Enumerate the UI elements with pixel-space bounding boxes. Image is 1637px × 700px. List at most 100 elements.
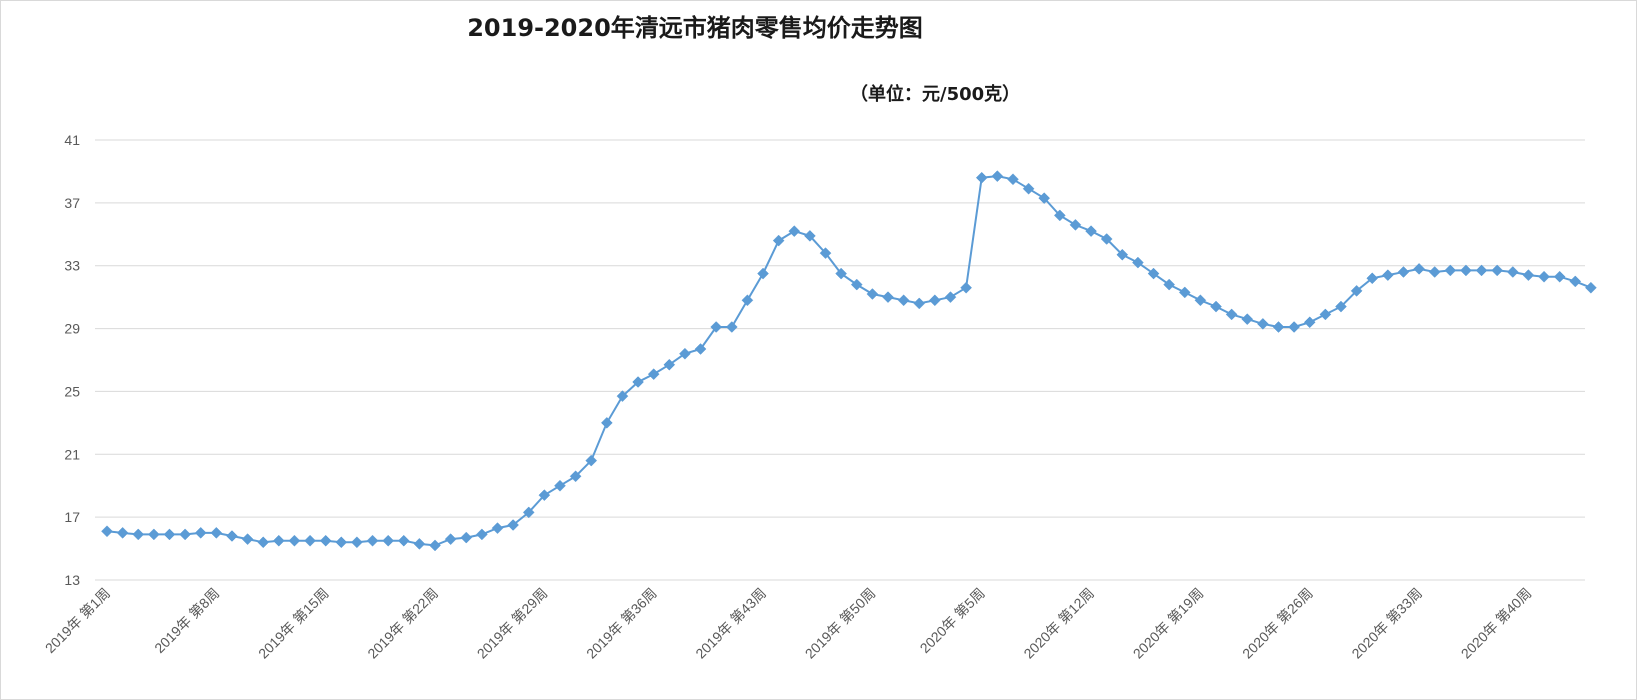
data-point <box>319 534 332 547</box>
data-point <box>1257 318 1269 330</box>
x-tick-label: 2020年 第12周 <box>1020 585 1097 662</box>
data-point <box>569 470 582 483</box>
data-point <box>1100 233 1113 245</box>
chart-title: 2019-2020年清远市猪肉零售均价走势图 <box>467 14 923 42</box>
y-tick-label: 25 <box>64 383 80 399</box>
data-point <box>1319 308 1332 321</box>
y-tick-label: 41 <box>64 132 80 148</box>
data-point <box>991 170 1004 182</box>
y-tick-label: 21 <box>64 446 80 462</box>
data-point <box>975 171 988 184</box>
data-point <box>335 536 348 549</box>
data-point <box>819 247 832 259</box>
data-point <box>1350 285 1363 297</box>
data-point <box>1569 275 1582 288</box>
data-point <box>1116 248 1129 261</box>
data-point <box>460 531 473 544</box>
data-point <box>538 489 551 501</box>
data-point <box>600 417 613 429</box>
data-point <box>1475 264 1488 277</box>
data-point <box>1147 267 1160 280</box>
data-point <box>757 267 769 280</box>
data-point <box>929 294 941 307</box>
data-point <box>288 534 301 547</box>
x-tick-label: 2019年 第22周 <box>364 585 441 662</box>
data-point <box>1553 270 1566 283</box>
chart-subtitle: （单位：元/500克） <box>850 84 1021 105</box>
data-point <box>304 534 316 547</box>
y-tick-label: 33 <box>64 258 80 274</box>
data-point <box>710 321 723 333</box>
data-point <box>241 533 254 545</box>
data-point <box>148 528 160 541</box>
data-point <box>632 376 644 388</box>
x-tick-label: 2019年 第29周 <box>474 585 551 662</box>
data-point <box>850 278 863 291</box>
data-point <box>366 534 379 547</box>
data-point <box>1272 321 1285 333</box>
data-point <box>1210 300 1222 313</box>
y-tick-label: 29 <box>64 321 80 337</box>
data-point <box>741 294 754 307</box>
x-tick-label: 2020年 第19周 <box>1130 585 1207 662</box>
x-tick-label: 2019年 第36周 <box>583 585 660 662</box>
data-point <box>1178 286 1191 299</box>
y-tick-label: 37 <box>64 195 80 211</box>
gridlines <box>95 139 1585 581</box>
data-point <box>507 519 519 531</box>
data-point <box>913 297 926 310</box>
data-point <box>866 288 879 300</box>
data-point <box>101 525 113 538</box>
data-point <box>1085 225 1097 237</box>
data-point <box>413 538 426 550</box>
data-point <box>772 234 785 247</box>
data-point <box>663 358 676 371</box>
y-tick-label: 13 <box>64 572 80 588</box>
data-point <box>1288 321 1300 333</box>
x-tick-label: 2019年 第8周 <box>151 585 222 656</box>
data-point <box>444 533 457 545</box>
data-point <box>1491 264 1504 277</box>
data-point <box>897 294 910 307</box>
data-point <box>1303 316 1316 329</box>
data-point <box>804 230 816 242</box>
data-point <box>960 281 972 294</box>
data-point <box>1460 264 1472 277</box>
data-point <box>1428 266 1441 278</box>
data-point <box>585 454 598 467</box>
data-point <box>1053 209 1066 222</box>
x-tick-label: 2019年 第1周 <box>42 585 113 656</box>
data-point <box>132 528 145 541</box>
data-point <box>616 390 629 402</box>
data-point <box>554 479 566 492</box>
data-point <box>1538 270 1550 283</box>
x-tick-label: 2019年 第50周 <box>802 585 879 662</box>
data-point <box>788 225 801 237</box>
data-point <box>1225 308 1238 321</box>
data-point <box>429 539 441 552</box>
data-point <box>1335 300 1347 313</box>
data-point <box>679 347 691 360</box>
x-tick-label: 2019年 第15周 <box>255 585 332 662</box>
data-point <box>226 530 238 542</box>
data-point <box>1413 263 1425 275</box>
data-point <box>272 534 285 547</box>
data-point <box>1132 256 1144 269</box>
data-point <box>882 291 894 303</box>
data-point <box>1194 294 1207 307</box>
y-axis: 13 17 21 25 29 33 37 41 <box>64 132 80 588</box>
data-point <box>835 267 847 280</box>
data-point <box>1241 313 1254 325</box>
x-tick-label: 2020年 第40周 <box>1458 585 1535 662</box>
series <box>101 170 1597 552</box>
data-point <box>1366 272 1379 285</box>
data-point <box>116 527 129 539</box>
data-point <box>179 528 191 541</box>
y-tick-label: 17 <box>64 509 80 525</box>
x-tick-label: 2020年 第5周 <box>917 585 988 656</box>
data-point <box>491 522 504 534</box>
data-point <box>1022 182 1035 195</box>
data-point <box>194 527 207 539</box>
